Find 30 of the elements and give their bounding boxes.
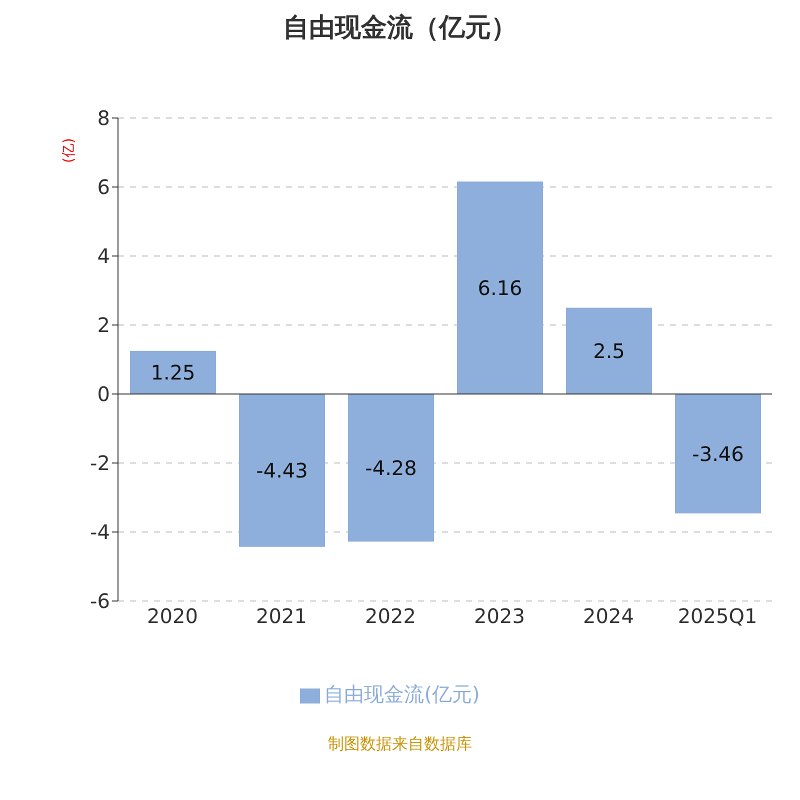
y-tick-label: -2 bbox=[90, 451, 110, 476]
y-tick-label: 4 bbox=[97, 244, 110, 268]
bar bbox=[130, 350, 216, 394]
bar bbox=[457, 181, 543, 394]
legend-label: 自由现金流(亿元) bbox=[324, 682, 480, 706]
x-tick-label: 2020 bbox=[147, 604, 198, 628]
x-tick-label: 2021 bbox=[256, 604, 307, 628]
y-tick-label: 8 bbox=[97, 106, 110, 130]
bar bbox=[348, 394, 434, 542]
x-tick-label: 2023 bbox=[474, 604, 525, 628]
x-tick-label: 2025Q1 bbox=[678, 604, 758, 628]
bar bbox=[675, 394, 761, 514]
y-tick-label: 6 bbox=[97, 175, 110, 200]
data-label: -3.46 bbox=[692, 442, 744, 466]
chart-title: 自由现金流（亿元） bbox=[282, 12, 518, 45]
y-tick-label: 2 bbox=[97, 313, 110, 338]
y-axis-title: (亿) bbox=[60, 138, 77, 163]
data-label: 1.25 bbox=[150, 360, 196, 385]
data-label: -4.28 bbox=[365, 456, 417, 480]
y-tick-label: 0 bbox=[97, 382, 110, 406]
text: 制图数据来自数据库 bbox=[327, 734, 473, 755]
y-tick-label: -6 bbox=[90, 589, 110, 614]
x-tick-label: 2024 bbox=[583, 604, 634, 628]
data-label: -4.43 bbox=[256, 458, 308, 483]
data-label: 2.5 bbox=[593, 338, 625, 363]
y-tick-label: -4 bbox=[90, 520, 110, 544]
bar bbox=[566, 308, 652, 394]
x-tick-label: 2022 bbox=[365, 604, 416, 628]
bar bbox=[239, 394, 325, 547]
data-label: 6.16 bbox=[478, 276, 522, 300]
